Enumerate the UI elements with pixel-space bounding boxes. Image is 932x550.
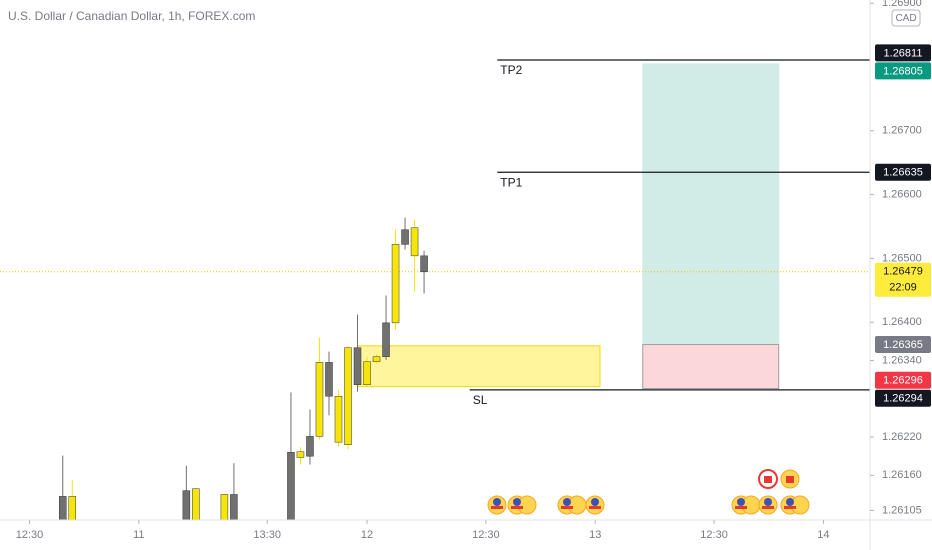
- y-tick-label: 1.26160: [882, 469, 922, 481]
- price-badge-label: 1.26635: [883, 167, 923, 179]
- price-badge: [875, 44, 931, 62]
- price-badge-label: 1.26294: [883, 393, 923, 405]
- plot-area: TP2 TP1 SL: [0, 59, 870, 520]
- level-label: SL: [473, 393, 488, 407]
- candle-body: [230, 494, 238, 520]
- x-tick-label: 12: [361, 529, 373, 541]
- price-badge-label: 1.26805: [883, 65, 923, 77]
- candle-body: [344, 347, 352, 445]
- y-tick-label: 1.26105: [882, 504, 922, 516]
- x-tick-label: 12:30: [16, 529, 44, 541]
- price-badge: [875, 262, 931, 297]
- candle-body: [372, 356, 381, 363]
- candle-body: [296, 451, 305, 458]
- price-badge: [875, 389, 931, 407]
- price-badge-label: 1.26811: [884, 47, 923, 59]
- y-tick-label: 1.26400: [882, 316, 922, 328]
- price-badges: 1.26811 1.26805 1.26635 1.26479 22:09 1.26365…: [875, 44, 931, 407]
- candle-body: [363, 361, 371, 385]
- candle-body: [391, 244, 400, 324]
- candle-body: [334, 395, 343, 443]
- candle-body: [420, 255, 428, 273]
- candle-body: [401, 229, 409, 245]
- candle-body: [68, 496, 77, 520]
- candle-body: [382, 322, 390, 357]
- event-icons: [487, 469, 810, 515]
- chart-title: U.S. Dollar / Canadian Dollar, 1h, FOREX…: [8, 9, 255, 23]
- candle-body: [59, 496, 67, 520]
- x-tick-label: 14: [817, 529, 829, 541]
- level-label: TP2: [500, 63, 522, 77]
- price-badge-label: 1.26365: [883, 339, 923, 351]
- candle-body: [287, 452, 295, 520]
- currency-box: [891, 9, 921, 27]
- x-tick-label: 13: [589, 529, 601, 541]
- candle-body: [306, 436, 314, 457]
- price-badge: [875, 371, 931, 389]
- y-tick-label: 1.26500: [882, 252, 922, 264]
- y-tick-label: 1.26220: [882, 431, 922, 443]
- level-label: TP1: [500, 175, 522, 189]
- price-badge-label: 1.26296: [883, 375, 923, 387]
- candle-body: [315, 362, 324, 437]
- countdown: 22:09: [889, 282, 917, 294]
- candle-body: [220, 494, 229, 520]
- y-tick-label: 1.26700: [882, 125, 922, 137]
- x-tick-label: 13:30: [253, 529, 281, 541]
- price-badge: [875, 62, 931, 80]
- x-tick-label: 12:30: [700, 529, 728, 541]
- candle-body: [410, 227, 419, 257]
- price-badge: [875, 336, 931, 354]
- price-badge-label: 1.26479: [883, 266, 923, 278]
- zone: [357, 345, 601, 388]
- axes: 1.26900 1.26700 1.26600 1.26500 1.26400 1.263…: [16, 0, 922, 541]
- candle-body: [325, 362, 333, 397]
- candle-body: [353, 347, 362, 385]
- y-tick-label: 1.26600: [882, 189, 922, 201]
- zone: [642, 344, 780, 390]
- zone: [642, 63, 780, 346]
- currency: CAD: [895, 13, 916, 24]
- x-tick-label: 12:30: [472, 529, 500, 541]
- candle-body: [192, 488, 200, 520]
- x-tick-label: 11: [133, 529, 144, 541]
- y-tick-label: 1.26900: [882, 0, 922, 9]
- candle-body: [182, 490, 191, 520]
- y-tick-label: 1.26340: [882, 354, 922, 366]
- price-badge: [875, 163, 931, 181]
